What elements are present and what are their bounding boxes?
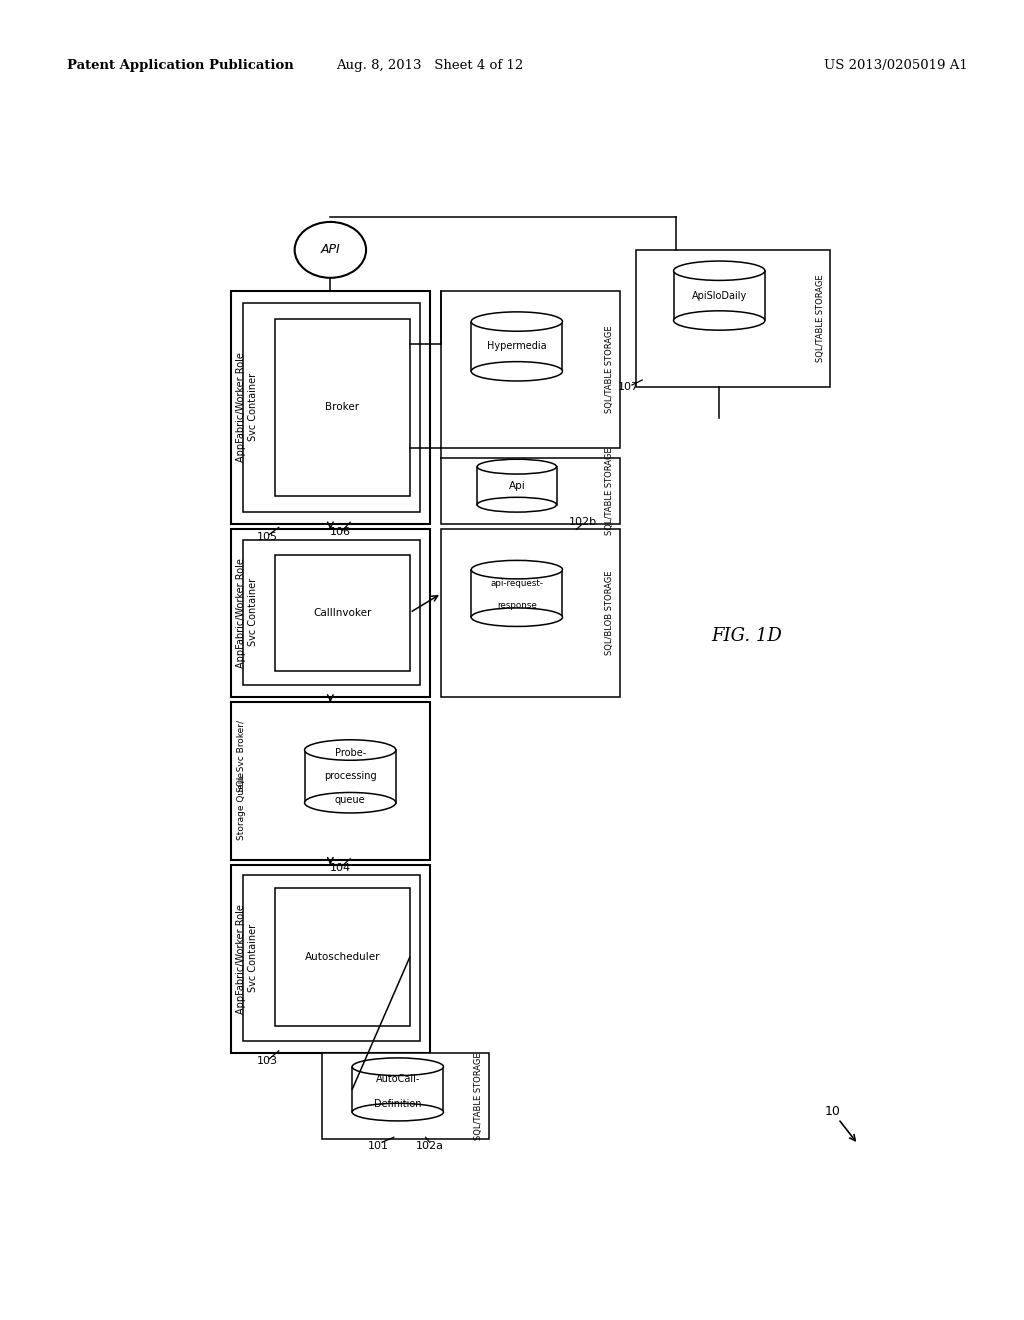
Ellipse shape (674, 261, 765, 280)
Text: Svc Container: Svc Container (249, 374, 258, 441)
Ellipse shape (477, 459, 557, 474)
Bar (323, 1053, 489, 1139)
Bar (477, 467, 557, 504)
Bar (231, 865, 430, 1053)
Text: SQL Svc Broker/: SQL Svc Broker/ (237, 719, 246, 792)
Text: AppFabric/Worker Role: AppFabric/Worker Role (237, 904, 247, 1014)
Text: 106: 106 (330, 528, 350, 537)
Ellipse shape (295, 222, 367, 277)
Bar (471, 322, 562, 371)
Text: 101: 101 (368, 1142, 388, 1151)
Text: 107: 107 (617, 381, 639, 392)
Bar (304, 750, 396, 803)
Ellipse shape (471, 312, 562, 331)
Text: Patent Application Publication: Patent Application Publication (67, 59, 293, 73)
Text: 105: 105 (256, 532, 278, 541)
Text: SQL/BLOB STORAGE: SQL/BLOB STORAGE (605, 572, 614, 656)
Text: SQL/TABLE STORAGE: SQL/TABLE STORAGE (815, 275, 824, 362)
Bar (352, 1067, 443, 1113)
Text: Storage Queue: Storage Queue (237, 772, 246, 841)
Ellipse shape (471, 561, 562, 579)
Ellipse shape (304, 792, 396, 813)
Text: AppFabric/Worker Role: AppFabric/Worker Role (237, 352, 247, 462)
Text: queue: queue (335, 795, 366, 805)
Bar (231, 529, 430, 697)
Text: Hypermedia: Hypermedia (487, 342, 547, 351)
Text: SQL/TABLE STORAGE: SQL/TABLE STORAGE (605, 326, 614, 413)
Text: US 2013/0205019 A1: US 2013/0205019 A1 (824, 59, 968, 73)
Text: api-request-: api-request- (490, 578, 544, 587)
Bar (274, 888, 410, 1027)
Ellipse shape (352, 1057, 443, 1076)
Text: Api: Api (509, 480, 525, 491)
Text: Autoscheduler: Autoscheduler (304, 952, 380, 962)
Bar (243, 302, 420, 512)
Ellipse shape (471, 362, 562, 381)
Ellipse shape (471, 609, 562, 627)
Text: 103: 103 (256, 1056, 278, 1067)
Text: 104: 104 (330, 863, 350, 873)
Bar (231, 290, 430, 524)
Bar (274, 319, 410, 496)
Text: Probe-: Probe- (335, 748, 366, 758)
Text: CallInvoker: CallInvoker (313, 607, 372, 618)
Ellipse shape (477, 498, 557, 512)
Text: ApiSloDaily: ApiSloDaily (691, 290, 746, 301)
Bar (231, 702, 430, 859)
Text: AutoCall-: AutoCall- (376, 1074, 420, 1084)
Bar (441, 458, 621, 524)
Text: FIG. 1D: FIG. 1D (712, 627, 782, 645)
Ellipse shape (674, 310, 765, 330)
Text: 102b: 102b (568, 517, 597, 527)
Bar (243, 875, 420, 1040)
Text: 10: 10 (824, 1105, 841, 1118)
Bar (441, 290, 621, 447)
Text: Broker: Broker (326, 403, 359, 412)
Bar (471, 570, 562, 618)
Bar (243, 540, 420, 685)
Bar (274, 554, 410, 671)
Text: SQL/TABLE STORAGE: SQL/TABLE STORAGE (474, 1052, 483, 1140)
Text: 102a: 102a (416, 1142, 443, 1151)
Text: processing: processing (324, 771, 377, 781)
Text: Svc Container: Svc Container (249, 924, 258, 991)
Ellipse shape (352, 1104, 443, 1121)
Bar (441, 529, 621, 697)
Text: SQL/TABLE STORAGE: SQL/TABLE STORAGE (605, 447, 614, 535)
Text: API: API (321, 243, 340, 256)
Text: Svc Container: Svc Container (249, 578, 258, 647)
Text: response: response (497, 601, 537, 610)
Text: Definition: Definition (374, 1098, 422, 1109)
Bar (674, 271, 765, 321)
Ellipse shape (304, 739, 396, 760)
Text: AppFabric/Worker Role: AppFabric/Worker Role (237, 558, 247, 668)
Bar (636, 249, 830, 387)
Text: Aug. 8, 2013   Sheet 4 of 12: Aug. 8, 2013 Sheet 4 of 12 (337, 59, 523, 73)
